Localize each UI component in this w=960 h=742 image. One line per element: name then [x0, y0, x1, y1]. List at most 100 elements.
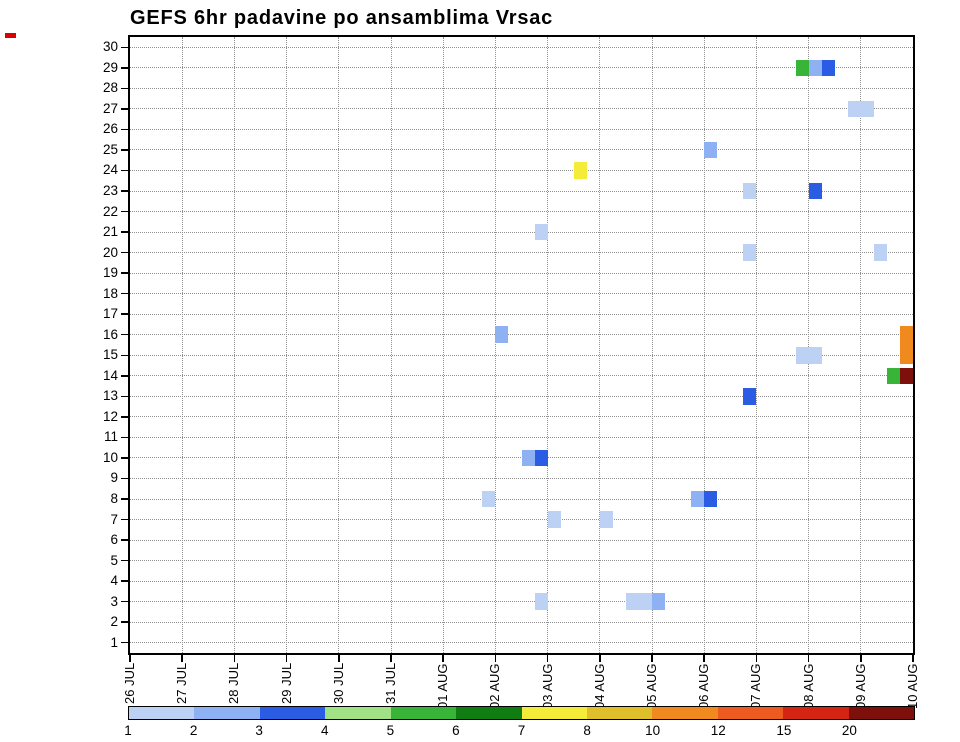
y-tick [121, 333, 128, 336]
h-gridline [130, 293, 913, 295]
colorbar-tick-label: 12 [710, 723, 726, 738]
h-gridline [130, 87, 913, 89]
x-tick [338, 655, 340, 662]
x-tick [181, 655, 183, 662]
heatmap-cell [599, 511, 613, 528]
colorbar-segment [325, 707, 391, 719]
v-gridline [442, 37, 444, 653]
colorbar-segment [259, 707, 326, 719]
x-tick-label: 07 AUG [748, 663, 764, 709]
x-tick-label: 08 AUG [800, 663, 816, 709]
colorbar-tick-label: 7 [517, 723, 526, 738]
heatmap-cell [743, 244, 757, 261]
colorbar-tick-label: 5 [386, 723, 395, 738]
y-tick-label: 14 [102, 367, 118, 383]
v-gridline [703, 37, 705, 653]
heatmap-cell [743, 388, 757, 405]
y-tick [121, 272, 128, 274]
heatmap-cell [795, 347, 822, 364]
y-tick-label: 17 [102, 306, 118, 322]
y-tick [121, 375, 128, 377]
colorbar-segment [194, 707, 260, 719]
x-tick-label: 01 AUG [435, 663, 451, 709]
x-tick [807, 655, 810, 662]
heatmap-cell [482, 490, 496, 508]
h-gridline [130, 519, 913, 521]
heatmap-cell [808, 59, 822, 77]
v-gridline [808, 37, 810, 653]
heatmap-cell [704, 490, 718, 508]
x-tick [860, 655, 862, 662]
y-tick-label: 24 [102, 162, 118, 178]
colorbar [128, 706, 915, 720]
y-tick [121, 128, 128, 131]
colorbar-segment [848, 707, 915, 719]
colorbar-tick-label: 4 [320, 723, 329, 738]
heatmap-cell [808, 182, 822, 200]
h-gridline [130, 128, 913, 130]
y-tick [121, 559, 128, 562]
h-gridline [130, 601, 913, 603]
y-tick [121, 190, 128, 192]
h-gridline [130, 190, 913, 192]
y-tick [121, 210, 128, 213]
heatmap-cell [873, 244, 887, 261]
y-tick-label: 22 [102, 203, 118, 219]
y-tick-label: 26 [102, 121, 118, 137]
h-gridline [130, 354, 913, 356]
y-tick-label: 13 [102, 388, 118, 404]
x-tick [703, 655, 705, 662]
colorbar-segment [586, 707, 653, 719]
v-gridline [233, 37, 235, 653]
x-tick [442, 655, 444, 662]
h-gridline [130, 580, 913, 582]
heatmap-cell [625, 593, 652, 610]
heatmap-cell [899, 326, 913, 364]
x-tick-label: 04 AUG [591, 663, 607, 709]
y-tick [121, 108, 128, 110]
v-gridline [599, 37, 601, 653]
y-tick-label: 11 [103, 429, 118, 445]
y-tick-label: 30 [102, 39, 118, 55]
y-tick [121, 395, 128, 398]
x-tick-label: 06 AUG [696, 663, 712, 709]
y-tick [121, 600, 128, 603]
h-gridline [130, 334, 913, 336]
v-gridline [286, 37, 288, 653]
h-gridline [130, 621, 913, 623]
x-tick-label: 27 JUL [174, 663, 190, 705]
heatmap-cell [495, 326, 509, 343]
v-gridline [390, 37, 392, 653]
h-gridline [130, 477, 913, 479]
v-gridline [860, 37, 862, 653]
h-gridline [130, 231, 913, 233]
x-tick [651, 655, 653, 662]
h-gridline [130, 67, 913, 69]
y-tick-label: 27 [102, 100, 118, 116]
y-tick-label: 8 [110, 491, 118, 506]
y-tick [121, 46, 128, 49]
y-tick-label: 4 [110, 573, 118, 589]
heatmap-cell [704, 141, 718, 159]
y-tick-label: 16 [102, 326, 118, 342]
y-tick-label: 5 [110, 552, 118, 568]
heatmap-cell [534, 593, 548, 610]
x-tick-label: 30 JUL [330, 663, 346, 705]
y-tick-label: 20 [102, 244, 118, 260]
y-tick-label: 23 [102, 183, 118, 198]
colorbar-tick-label: 15 [776, 723, 792, 738]
y-tick-label: 1 [110, 634, 118, 650]
y-tick [121, 313, 128, 315]
heatmap-cell [652, 593, 666, 610]
y-tick [121, 292, 128, 295]
y-tick [121, 477, 128, 480]
colorbar-tick-label: 2 [189, 723, 198, 738]
heatmap-cell [847, 100, 874, 118]
y-tick-label: 21 [102, 224, 118, 240]
h-gridline [130, 375, 913, 377]
x-tick-label: 28 JUL [226, 663, 242, 705]
x-tick-label: 10 AUG [905, 663, 920, 709]
y-tick-label: 29 [102, 59, 118, 75]
y-tick-label: 10 [102, 449, 118, 465]
y-tick [121, 251, 128, 254]
